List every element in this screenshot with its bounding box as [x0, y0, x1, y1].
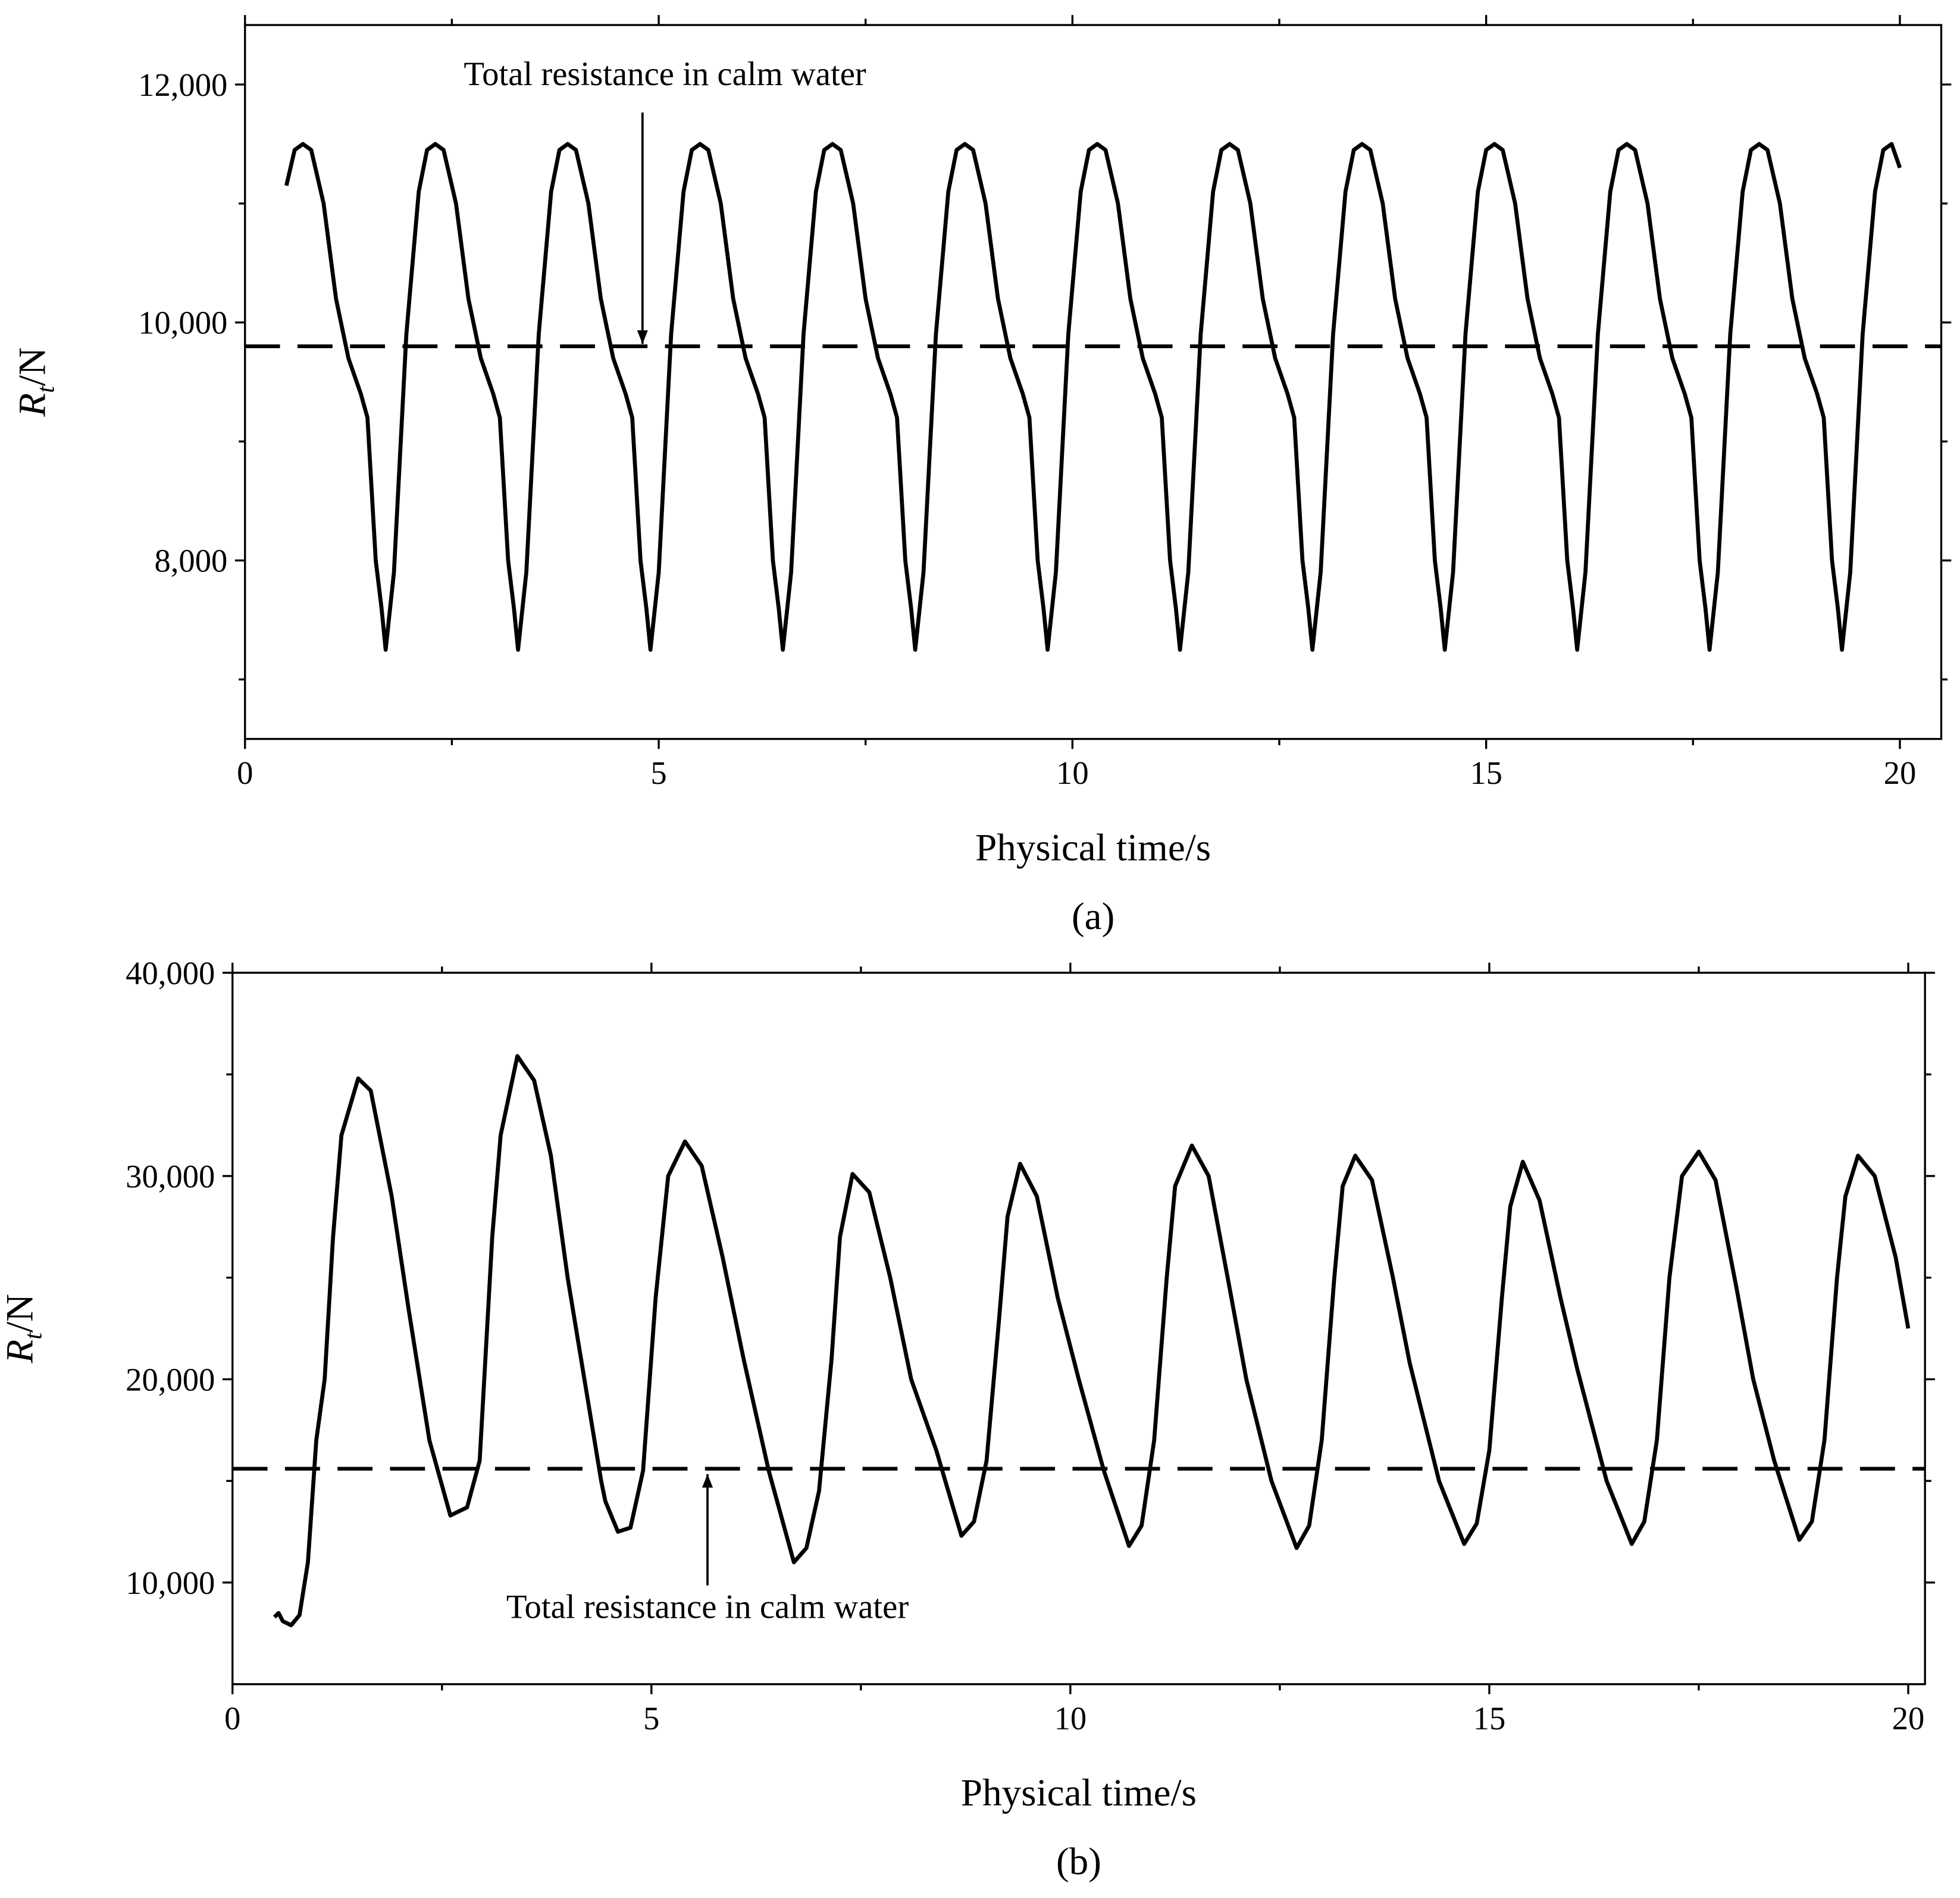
x-tick-label: 10 — [1056, 755, 1089, 791]
y-axis-label: Rt/N — [11, 348, 60, 418]
y-label-symbol: R — [11, 393, 54, 417]
panel-label: (b) — [1056, 1840, 1101, 1883]
y-label-subscript: t — [32, 385, 60, 393]
panel: 0 5 10 15 20 10,000 20,000 30,000 40,000 Physical… — [0, 955, 1935, 1883]
annotation: Total resistance in calm water — [464, 55, 866, 93]
panel: 0 5 10 15 20 8,000 10,000 12,000 Physical time/s… — [11, 15, 1952, 938]
panel-label: (a) — [1072, 895, 1114, 938]
x-tick-label: 15 — [1470, 755, 1502, 791]
x-tick-label: 5 — [643, 1700, 659, 1736]
y-label-subscript: t — [20, 1332, 47, 1340]
y-tick-label: 8,000 — [154, 543, 227, 579]
y-tick-label: 10,000 — [126, 1565, 215, 1601]
plot-frame — [244, 24, 1943, 740]
data-line — [284, 142, 1902, 652]
plot-frame — [231, 971, 1926, 1686]
y-label-unit: /N — [11, 348, 54, 386]
x-tick-label: 20 — [1884, 755, 1917, 791]
x-tick-label: 10 — [1054, 1700, 1087, 1736]
x-tick-label: 0 — [224, 1700, 240, 1736]
x-tick-label: 0 — [237, 755, 253, 791]
annotation: Total resistance in calm water — [506, 1588, 909, 1625]
x-tick-label: 15 — [1473, 1700, 1506, 1736]
data-line — [273, 1054, 1911, 1628]
y-tick-label: 30,000 — [126, 1158, 215, 1195]
y-tick-label: 40,000 — [126, 955, 215, 991]
y-tick-label: 12,000 — [138, 67, 227, 103]
x-tick-label: 20 — [1892, 1700, 1925, 1736]
y-label-symbol: R — [0, 1340, 42, 1364]
x-axis-label: Physical time/s — [961, 1772, 1197, 1815]
y-axis-label: Rt/N — [0, 1294, 47, 1364]
x-tick-label: 5 — [650, 755, 666, 791]
y-tick-label: 20,000 — [126, 1361, 215, 1397]
y-label-unit: /N — [0, 1294, 42, 1333]
y-tick-label: 10,000 — [138, 305, 227, 341]
x-axis-label: Physical time/s — [975, 826, 1211, 869]
